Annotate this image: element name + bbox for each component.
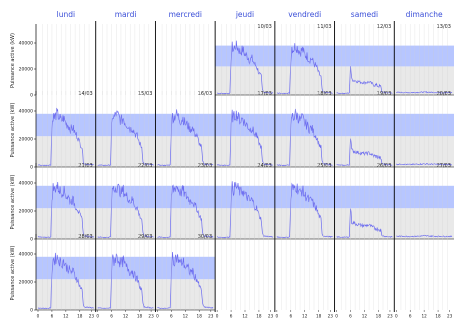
weekday-label-0: lundi (57, 10, 75, 19)
y-tick-label: 0 (30, 308, 33, 314)
y-axis-label: Puissance active (kW) (10, 246, 16, 301)
date-label: 14/03 (78, 91, 92, 97)
x-tick-label: 23 (148, 314, 154, 319)
x-tick-label: 0 (395, 314, 398, 319)
date-label: 16/03 (198, 91, 212, 97)
date-label: 30/03 (198, 234, 212, 240)
date-label: 13/03 (437, 24, 451, 30)
date-label: 22/03 (138, 163, 152, 169)
x-tick-label: 12 (421, 314, 427, 319)
y-tick-label: 40000 (19, 41, 33, 47)
date-label: 23/03 (198, 163, 212, 169)
y-axis-label: Puissance active (kW) (10, 33, 16, 88)
y-tick-label: 40000 (19, 109, 33, 115)
x-tick-label: 12 (242, 314, 248, 319)
y-axis-label: Puissance active (kW) (10, 103, 16, 158)
date-label: 29/03 (138, 234, 152, 240)
x-tick-label: 6 (349, 314, 352, 319)
x-tick-label: 6 (289, 314, 292, 319)
x-tick-label: 12 (302, 314, 308, 319)
date-label: 28/03 (78, 234, 92, 240)
vertical-gridlines (42, 21, 448, 312)
y-tick-label: 20000 (19, 280, 33, 286)
x-tick-label: 23 (387, 314, 393, 319)
date-label: 10/03 (257, 24, 271, 30)
date-label: 15/03 (138, 91, 152, 97)
date-label: 19/03 (377, 91, 391, 97)
x-tick-label: 18 (376, 314, 382, 319)
date-label: 18/03 (317, 91, 331, 97)
x-tick-label: 23 (89, 314, 95, 319)
date-label: 21/03 (78, 163, 92, 169)
weekday-label-5: samedi (351, 10, 378, 19)
x-tick-label: 6 (170, 314, 173, 319)
y-axis-label: Puissance active (kW) (10, 175, 16, 230)
x-tick-label: 6 (110, 314, 113, 319)
y-tick-label: 20000 (19, 67, 33, 73)
x-tick-label: 6 (51, 314, 54, 319)
x-tick-label: 0 (96, 314, 99, 319)
y-tick-label: 20000 (19, 209, 33, 215)
x-tick-label: 12 (123, 314, 129, 319)
y-tick-label: 20000 (19, 137, 33, 143)
weekday-label-4: vendredi (288, 10, 321, 19)
x-tick-label: 18 (256, 314, 262, 319)
x-tick-label: 6 (230, 314, 233, 319)
x-tick-label: 23 (208, 314, 214, 319)
date-label: 12/03 (377, 24, 391, 30)
x-tick-label: 0 (276, 314, 279, 319)
y-tick-label: 40000 (19, 181, 33, 187)
weekday-label-6: dimanche (406, 10, 443, 19)
x-tick-label: 18 (316, 314, 322, 319)
x-tick-label: 12 (362, 314, 368, 319)
x-tick-label: 12 (183, 314, 189, 319)
y-tick-label: 0 (30, 237, 33, 243)
date-label: 25/03 (317, 163, 331, 169)
x-tick-label: 0 (37, 314, 40, 319)
weekday-label-2: mercredi (169, 10, 202, 19)
x-tick-label: 18 (197, 314, 203, 319)
x-tick-label: 12 (63, 314, 69, 319)
y-tick-label: 40000 (19, 252, 33, 258)
date-label: 11/03 (317, 24, 331, 30)
x-tick-label: 18 (77, 314, 83, 319)
weekday-header: lundi mardi mercredi jeudi vendredi samedi dim… (57, 10, 443, 19)
x-tick-label: 0 (156, 314, 159, 319)
weekday-label-1: mardi (115, 10, 137, 19)
x-tick-label: 23 (447, 314, 453, 319)
x-tick-label: 0 (335, 314, 338, 319)
x-tick-label: 0 (216, 314, 219, 319)
y-tick-label: 0 (30, 93, 33, 99)
x-tick-label: 18 (137, 314, 143, 319)
x-tick-label: 6 (409, 314, 412, 319)
x-tick-label: 23 (268, 314, 274, 319)
date-label: 26/03 (377, 163, 391, 169)
date-label: 17/03 (257, 91, 271, 97)
x-tick-label: 18 (435, 314, 441, 319)
date-label: 20/03 (437, 91, 451, 97)
x-tick-label: 23 (328, 314, 334, 319)
date-label: 24/03 (257, 163, 271, 169)
date-label: 27/03 (437, 163, 451, 169)
y-tick-label: 0 (30, 165, 33, 171)
weekday-label-3: jeudi (235, 10, 254, 19)
